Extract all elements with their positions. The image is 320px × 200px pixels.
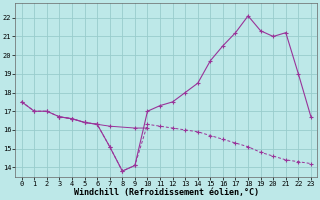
X-axis label: Windchill (Refroidissement éolien,°C): Windchill (Refroidissement éolien,°C) [74, 188, 259, 197]
